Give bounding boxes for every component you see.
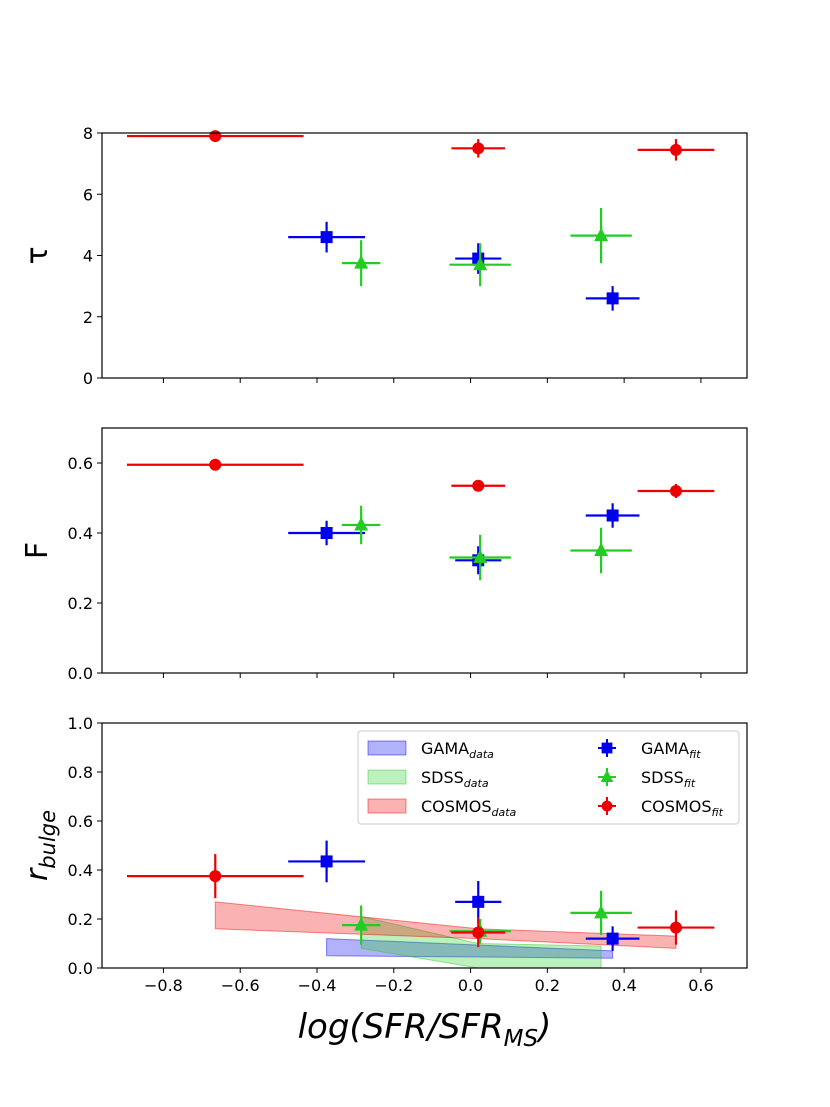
panel-r_bulge: 0.0 0.2 0.4 0.6 0.8 1.0 −0.8 −0.6 −0.4 −0.2 0.0 0.2… [20,714,748,1052]
y-tick-label: 2 [83,308,93,327]
GAMA_fit-point-2 [606,292,619,305]
legend-label-SDSS-fit: SDSSfit [641,768,696,790]
GAMA_fit-point-2 [606,509,619,522]
SDSS_fit-point-1 [473,256,488,271]
x-tick-label: 0.0 [458,976,483,995]
y-tick-label: 0.0 [68,959,93,978]
axes-frame [101,722,748,969]
y-tick-label: 4 [83,247,93,266]
x-tick-label: 0.4 [611,976,636,995]
y-tick-label: 1.0 [68,714,93,733]
legend-swatch-GAMA-data [367,740,407,756]
SDSS_fit-point-2 [594,904,609,919]
COSMOS_fit-point-1 [472,479,485,492]
legend-marker-COSMOS-fit [601,800,613,812]
SDSS_fit-point-0 [354,255,369,269]
legend-label-GAMA-fit: GAMAfit [641,739,701,761]
y-tick-label: 0.6 [68,812,93,831]
SDSS_fit-point-0 [354,917,369,931]
SDSS_fit-point-0 [354,516,369,531]
COSMOS_fit-point-2 [669,485,682,497]
axes-frame [101,427,748,674]
COSMOS_fit-point-1 [472,142,485,155]
y-tick-label: 0.2 [68,910,93,929]
x-tick-label: 0.6 [688,976,713,995]
COSMOS_fit-point-2 [669,921,682,934]
y-tick-label: 0.4 [68,524,93,543]
legend-label-GAMA-data: GAMAdata [421,739,494,761]
y-tick-label: 0.6 [68,454,93,473]
y-tick-label: 0 [83,369,93,388]
y-tick-label: 0.8 [68,763,93,782]
y-axis-label: F [20,542,55,559]
SDSS_fit-point-1 [473,549,488,563]
panel-tau: 0 2 4 6 8 τ [20,124,748,388]
GAMA_fit-point-0 [320,855,333,868]
x-tick-label: −0.8 [144,976,183,995]
legend-label-COSMOS-fit: COSMOSfit [641,797,724,819]
legend-marker-GAMA-fit [601,742,613,754]
legend-swatch-COSMOS-data [367,798,407,814]
COSMOS_fit-point-0 [209,870,222,883]
x-tick-label: −0.2 [374,976,413,995]
y-tick-label: 6 [83,185,93,204]
legend-label-COSMOS-data: COSMOSdata [421,797,517,819]
GAMA_fit-point-0 [320,527,333,539]
GAMA_fit-point-2 [606,932,619,945]
COSMOS_fit-point-0 [209,458,222,471]
x-tick-label: −0.4 [298,976,337,995]
SDSS_fit-point-2 [594,227,609,242]
legend-marker-SDSS-fit [600,769,614,782]
GAMA_fit-point-1 [472,895,485,908]
COSMOS_fit-point-1 [472,926,485,939]
y-axis-label: rbulge [20,810,60,881]
COSMOS_fit-point-0 [209,130,222,143]
panel-F: 0.0 0.2 0.4 0.6 F [20,427,748,683]
COSMOS_fit-point-2 [669,143,682,156]
legend-swatch-SDSS-data [367,769,407,785]
chart-panels: 0 2 4 6 8 τ 0.0 0.2 0.4 0.6 F 0.0 0.2 0.4 0.6 0.8 1.0 −0.… [20,124,748,1052]
legend-label-SDSS-data: SDSSdata [421,768,489,790]
x-axis-label: log(SFR/SFRMS) [298,1007,552,1052]
y-tick-label: 0.4 [68,861,93,880]
band-GAMA_data [326,938,614,959]
y-tick-label: 8 [83,124,93,143]
x-tick-label: 0.2 [535,976,560,995]
axes-frame [101,132,748,379]
legend-box [357,730,740,825]
y-tick-label: 0.2 [68,594,93,613]
GAMA_fit-point-0 [320,231,333,244]
y-axis-label: τ [20,246,55,264]
legend: GAMAdata SDSSdata COSMOSdata GAMAfit SDSSfit… [357,730,740,825]
x-tick-label: −0.6 [221,976,260,995]
SDSS_fit-point-2 [594,542,609,556]
y-tick-label: 0.0 [68,664,93,683]
